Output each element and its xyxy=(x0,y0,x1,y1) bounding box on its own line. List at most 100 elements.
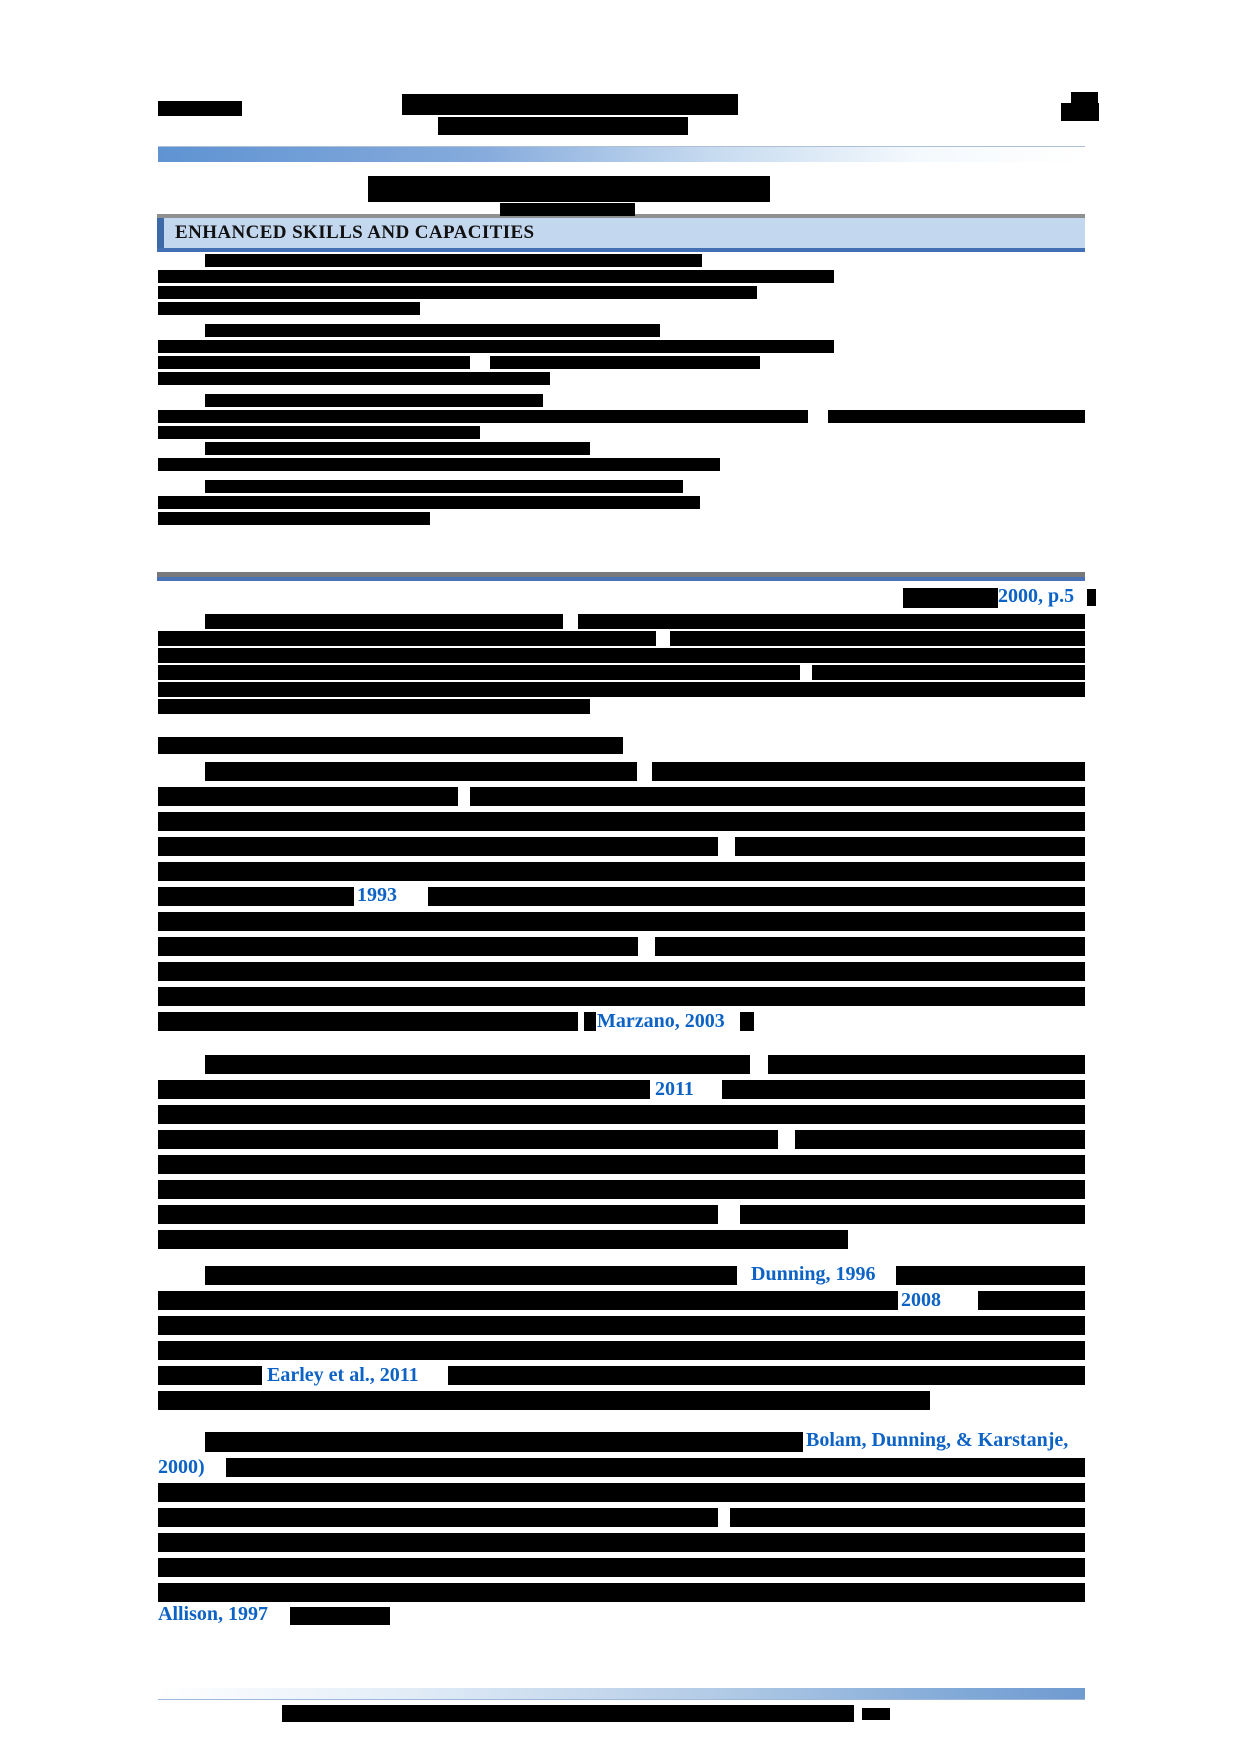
redacted-text-block xyxy=(158,1366,262,1385)
redacted-text-block xyxy=(158,1230,848,1249)
redacted-text-block xyxy=(205,1266,737,1285)
redacted-text-block xyxy=(978,1291,1085,1310)
redacted-text-block xyxy=(903,588,998,608)
redacted-text-block xyxy=(205,442,590,455)
citation-link-marzano-2003[interactable]: Marzano, 2003 xyxy=(597,1010,725,1032)
redacted-text-block xyxy=(862,1708,890,1720)
section-banner: ENHANCED SKILLS AND CAPACITIES xyxy=(157,214,1085,252)
redacted-text-block xyxy=(205,480,683,493)
redacted-text-block xyxy=(158,962,1085,981)
redacted-text-block xyxy=(158,912,1085,931)
redacted-text-block xyxy=(205,1432,803,1452)
redacted-text-block xyxy=(158,837,718,856)
redacted-text-block xyxy=(158,512,430,525)
redacted-text-block xyxy=(896,1266,1085,1285)
citation-link-bolam-year-2000[interactable]: 2000) xyxy=(158,1456,205,1478)
redacted-text-block xyxy=(1071,92,1098,106)
citation-link-year-1993[interactable]: 1993 xyxy=(357,884,397,906)
redacted-text-block xyxy=(158,1533,1085,1552)
redacted-text-block xyxy=(158,1155,1085,1174)
redacted-text-block xyxy=(500,203,635,216)
redacted-text-block xyxy=(740,1012,754,1031)
citation-link-quote-source-2000-p5[interactable]: 2000, p.5 xyxy=(998,585,1075,607)
redacted-text-block xyxy=(158,937,638,956)
redacted-text-block xyxy=(290,1607,390,1625)
citation-link-allison-1997[interactable]: Allison, 1997 xyxy=(158,1603,269,1625)
redacted-text-block xyxy=(158,737,623,754)
section-banner-title: ENHANCED SKILLS AND CAPACITIES xyxy=(175,222,535,243)
redacted-text-block xyxy=(158,1080,650,1099)
redacted-text-block xyxy=(205,614,563,629)
redacted-text-block xyxy=(578,614,1085,629)
redacted-text-block xyxy=(158,682,1085,697)
redacted-text-block xyxy=(158,987,1085,1006)
redacted-text-block xyxy=(205,762,637,781)
redacted-text-block xyxy=(205,324,660,337)
citation-link-year-2008[interactable]: 2008 xyxy=(901,1289,941,1311)
redacted-text-block xyxy=(158,1012,578,1031)
redacted-text-block xyxy=(448,1366,1085,1385)
redacted-text-block xyxy=(158,812,1085,831)
redacted-text-block xyxy=(812,665,1085,680)
redacted-text-block xyxy=(158,787,458,806)
redacted-text-block xyxy=(740,1205,1085,1224)
redacted-text-block xyxy=(402,94,738,115)
redacted-text-block xyxy=(158,1391,930,1410)
redacted-text-block xyxy=(158,302,420,315)
redacted-text-block xyxy=(158,1316,1085,1335)
redacted-text-block xyxy=(158,1483,1085,1502)
redacted-text-block xyxy=(158,1130,778,1149)
redacted-text-block xyxy=(205,254,702,267)
redacted-text-block xyxy=(158,410,808,423)
redacted-text-block xyxy=(158,1341,778,1360)
redacted-text-block xyxy=(158,862,1085,881)
redacted-text-block xyxy=(490,356,760,369)
redacted-text-block xyxy=(226,1458,1085,1477)
redacted-text-block xyxy=(670,631,1085,646)
banner-accent-bar xyxy=(157,218,164,248)
redacted-text-block xyxy=(368,176,770,202)
redacted-text-block xyxy=(828,410,1085,423)
redacted-text-block xyxy=(158,1583,1085,1602)
redacted-text-block xyxy=(1061,103,1099,121)
redacted-text-block xyxy=(158,1508,718,1527)
redacted-text-block xyxy=(158,372,550,385)
redacted-text-block xyxy=(158,1180,1085,1199)
citation-link-dunning-1996[interactable]: Dunning, 1996 xyxy=(751,1263,876,1285)
redacted-text-block xyxy=(158,101,242,116)
redacted-text-block xyxy=(158,426,480,439)
redacted-text-block xyxy=(158,665,800,680)
redacted-text-block xyxy=(768,1055,1085,1074)
citation-link-earley-et-al-2011[interactable]: Earley et al., 2011 xyxy=(267,1364,419,1386)
redacted-text-block xyxy=(158,1205,718,1224)
redacted-text-block xyxy=(158,340,834,353)
redacted-text-block xyxy=(795,1130,1085,1149)
redacted-text-block xyxy=(158,286,757,299)
footer-rule xyxy=(158,1688,1085,1700)
redacted-text-block xyxy=(158,699,590,714)
redacted-text-block xyxy=(158,1105,1085,1124)
redacted-text-block xyxy=(158,1558,1085,1577)
redacted-text-block xyxy=(722,1080,1085,1099)
redacted-text-block xyxy=(282,1705,854,1722)
redacted-text-block xyxy=(158,458,720,471)
header-rule xyxy=(158,146,1085,162)
citation-link-year-2011[interactable]: 2011 xyxy=(655,1078,694,1100)
redacted-text-block xyxy=(730,1508,1085,1527)
redacted-text-block xyxy=(760,1341,1085,1360)
redacted-text-block xyxy=(205,1055,750,1074)
redacted-text-block xyxy=(158,356,470,369)
redacted-text-block xyxy=(158,887,354,906)
redacted-text-block xyxy=(158,496,700,509)
redacted-text-block xyxy=(652,762,1085,781)
redacted-text-block xyxy=(470,787,1085,806)
section-divider-blue xyxy=(157,577,1085,581)
redacted-text-block xyxy=(158,631,656,646)
section-divider-gray xyxy=(157,572,1085,577)
redacted-text-block xyxy=(655,937,1085,956)
citation-link-bolam-dunning-karstanje[interactable]: Bolam, Dunning, & Karstanje, xyxy=(806,1429,1069,1451)
redacted-text-block xyxy=(735,837,1085,856)
redacted-text-block xyxy=(205,394,543,407)
redacted-text-block xyxy=(158,270,834,283)
